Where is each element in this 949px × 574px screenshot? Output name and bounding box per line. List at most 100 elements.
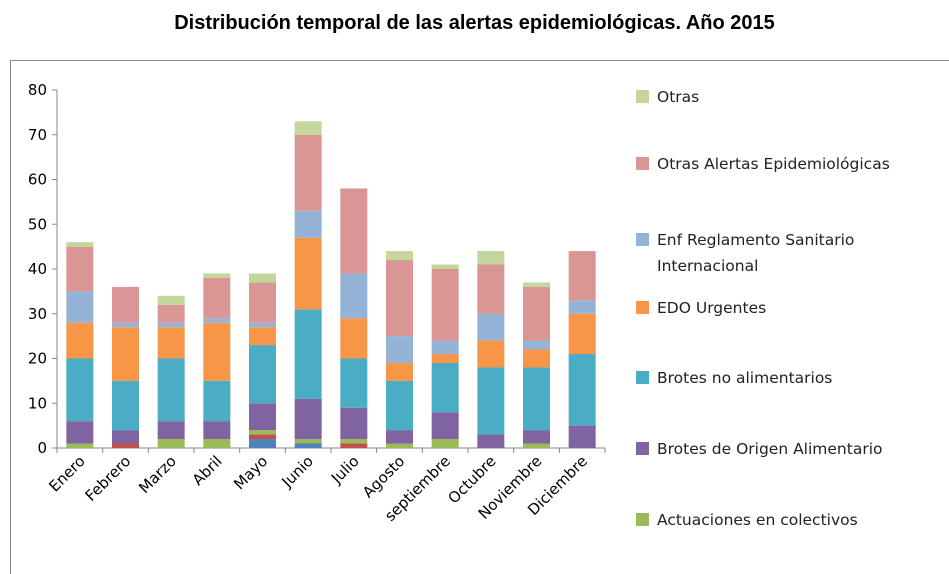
bar-segment <box>249 430 276 435</box>
bar-segment <box>203 439 231 448</box>
bar-segment <box>431 340 459 355</box>
legend-label: Brotes no alimentarios <box>657 369 833 387</box>
legend-label: Actuaciones en colectivos <box>657 511 858 529</box>
legend-entry: Brotes no alimentarios <box>632 365 932 391</box>
bar-segment <box>203 380 231 422</box>
bar-segment <box>294 443 322 448</box>
bar-segment <box>294 121 322 135</box>
bar-segment <box>386 362 413 381</box>
bar-segment <box>431 269 459 341</box>
legend-entry: EDO Urgentes <box>632 295 932 321</box>
bar-segment <box>112 380 139 431</box>
bar-segment <box>568 251 596 301</box>
bar-segment <box>249 434 276 440</box>
bar-segment <box>66 358 94 422</box>
bar-segment <box>340 273 368 319</box>
bar-segment <box>157 358 185 422</box>
legend-label: Brotes de Origen Alimentario <box>657 440 883 458</box>
bar-segment <box>431 439 459 448</box>
bar-segment <box>386 430 413 444</box>
bar-segment <box>157 295 185 305</box>
bar-segment <box>294 309 322 399</box>
bar-segment <box>477 251 505 265</box>
legend-swatch <box>636 233 649 246</box>
bar-segment <box>249 273 276 283</box>
bar-segment <box>294 237 322 310</box>
bar-segment <box>386 336 413 363</box>
x-tick-label: Enero <box>45 452 88 495</box>
bar-segment <box>340 318 368 359</box>
bar-segment <box>249 322 276 328</box>
legend-swatch <box>636 371 649 384</box>
chart-frame <box>10 60 949 574</box>
x-tick-label: Julio <box>327 452 363 488</box>
legend-label: Enf Reglamento Sanitario Internacional <box>657 231 855 275</box>
bar-segment <box>66 291 94 323</box>
legend-entry: Enf Reglamento Sanitario Internacional <box>632 227 932 279</box>
bar-segment <box>66 443 94 448</box>
bar-segment <box>340 188 368 274</box>
y-tick-label: 70 <box>28 126 47 144</box>
bar-segment <box>157 439 185 448</box>
bar-segment <box>66 246 94 292</box>
bar-segment <box>477 340 505 368</box>
bar-segment <box>249 282 276 323</box>
bar-segment <box>203 318 231 323</box>
x-tick-label: Marzo <box>135 452 180 497</box>
bar-segment <box>477 434 505 448</box>
legend-label: EDO Urgentes <box>657 299 767 317</box>
bar-segment <box>568 425 596 448</box>
y-tick-label: 20 <box>28 350 47 368</box>
legend-label: Otras <box>657 88 700 106</box>
bar-segment <box>157 322 185 328</box>
bar-segment <box>523 282 550 287</box>
bar-segment <box>294 134 322 211</box>
legend-label: Otras Alertas Epidemiológicas <box>657 155 890 173</box>
bar-segment <box>431 362 459 413</box>
bar-segment <box>112 443 139 448</box>
bar-segment <box>112 430 139 444</box>
bar-segment <box>203 273 231 278</box>
y-tick-label: 80 <box>28 81 47 99</box>
bar-segment <box>477 367 505 435</box>
y-tick-label: 30 <box>28 305 47 323</box>
bar-segment <box>568 354 596 426</box>
bar-segment <box>340 407 368 440</box>
x-tick-label: Febrero <box>82 452 135 505</box>
legend-entry: Brotes de Origen Alimentario <box>632 436 932 462</box>
legend-entry: Otras <box>632 84 932 110</box>
x-tick-label: Junio <box>278 452 317 491</box>
bar-segment <box>568 300 596 314</box>
bar-segment <box>157 421 185 440</box>
bar-segment <box>157 327 185 359</box>
bar-segment <box>523 286 550 341</box>
bar-segment <box>523 443 550 448</box>
bar-segment <box>112 322 139 328</box>
y-tick-label: 60 <box>28 171 47 189</box>
bar-segment <box>431 354 459 363</box>
bar-segment <box>203 277 231 319</box>
bar-segment <box>340 443 368 448</box>
legend-entry: Actuaciones en colectivos <box>632 507 932 533</box>
legend-swatch <box>636 513 649 526</box>
bar-segment <box>340 358 368 408</box>
legend-swatch <box>636 301 649 314</box>
bar-segment <box>294 398 322 440</box>
bar-segment <box>523 367 550 431</box>
bar-segment <box>66 322 94 359</box>
bar-segment <box>66 421 94 444</box>
bar-segment <box>249 327 276 346</box>
legend-swatch <box>636 157 649 170</box>
bar-segment <box>523 349 550 368</box>
bar-segment <box>386 260 413 337</box>
bar-segment <box>431 412 459 440</box>
y-tick-label: 40 <box>28 260 47 278</box>
bar-segment <box>249 403 276 431</box>
bar-segment <box>340 439 368 444</box>
bar-segment <box>523 340 550 350</box>
bar-segment <box>203 421 231 440</box>
bar-segment <box>66 242 94 247</box>
x-tick-label: Mayo <box>230 452 271 493</box>
